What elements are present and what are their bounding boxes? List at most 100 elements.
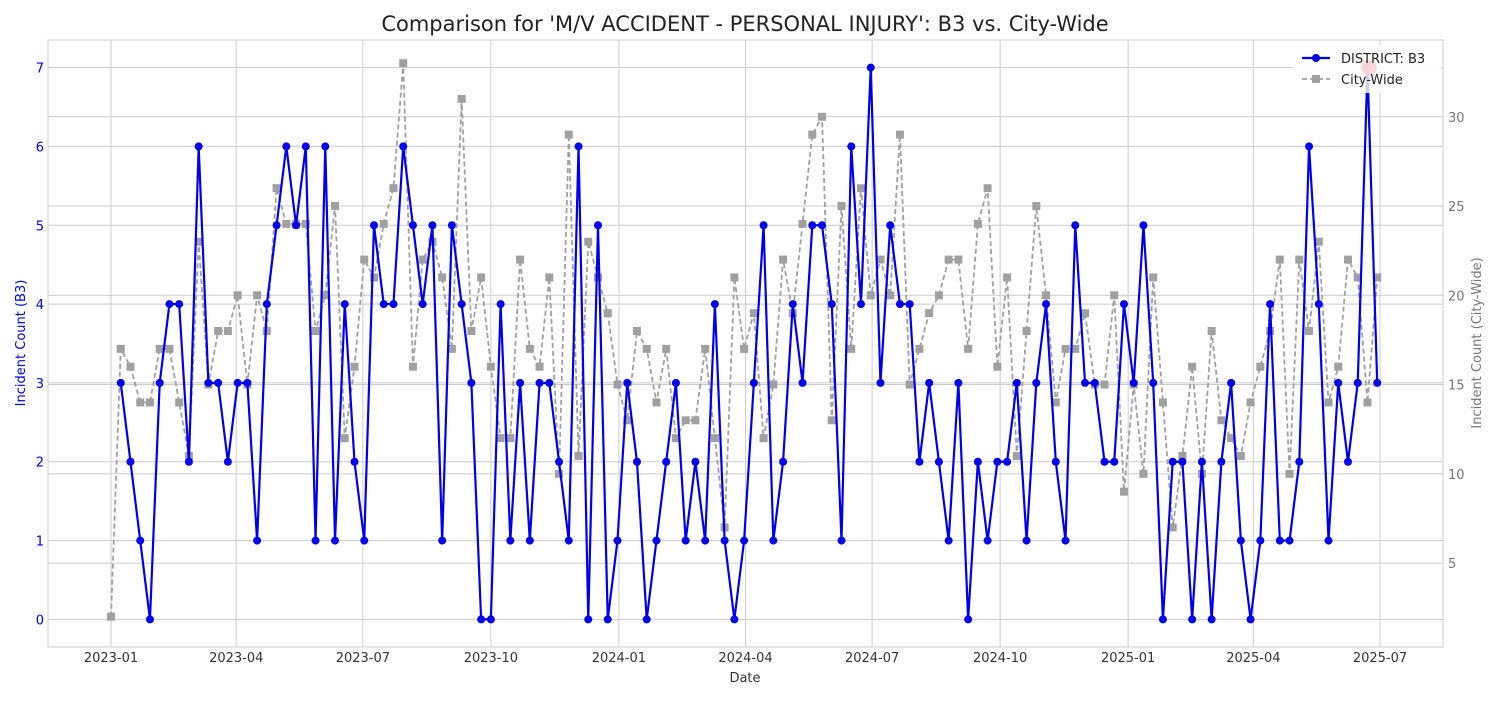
data-point-citywide [408,362,417,371]
data-point-citywide [233,291,242,300]
data-point-citywide [905,380,914,389]
data-point-citywide [1266,327,1275,336]
data-point-district [1081,378,1090,387]
data-point-district [214,378,223,387]
data-point-citywide [379,219,388,228]
data-point-citywide [895,130,904,139]
data-point-citywide [107,612,115,621]
data-point-citywide [155,344,164,353]
x-tick-label: 2023-01 [84,651,138,666]
data-point-citywide [1032,202,1041,211]
data-point-district [1275,536,1284,545]
data-point-citywide [262,327,271,336]
data-point-citywide [594,273,603,282]
data-point-district [1158,615,1167,624]
data-point-citywide [749,309,758,318]
data-point-district [477,615,486,624]
data-point-citywide [506,434,515,443]
data-point-district [360,536,369,545]
data-point-district [1100,457,1109,466]
series-line-district [119,67,1379,621]
data-point-district [1285,536,1294,545]
data-point-citywide [915,344,924,353]
data-point-district [1042,300,1051,309]
data-point-citywide [798,219,807,228]
data-point-citywide [691,416,700,425]
data-point-citywide [1188,362,1197,371]
data-point-citywide [321,291,330,300]
data-point-district [1227,378,1236,387]
data-point-citywide [925,309,934,318]
y-left-tick-label: 3 [36,377,44,392]
data-point-citywide [837,202,846,211]
data-point-citywide [954,255,963,264]
data-point-district [866,63,875,72]
y-left-tick-label: 6 [36,140,44,155]
y-right-tick-label: 20 [1448,289,1465,304]
data-point-citywide [1353,273,1362,282]
data-point-district [1256,536,1265,545]
data-point-district [506,536,515,545]
data-point-district [623,378,632,387]
data-point-district [1178,457,1187,466]
data-point-citywide [253,291,262,300]
data-point-district [1217,457,1226,466]
data-point-citywide [1207,327,1216,336]
data-point-citywide [1334,362,1343,371]
data-point-citywide [1168,523,1177,532]
data-point-citywide [827,416,836,425]
data-point-district [934,457,943,466]
data-point-district [954,378,963,387]
data-point-citywide [1012,451,1021,460]
data-point-citywide [632,327,641,336]
y-left-tick-label: 5 [36,219,44,234]
data-point-citywide [934,291,943,300]
series-layer [107,59,1382,624]
data-point-citywide [418,255,427,264]
data-point-district [749,378,758,387]
x-tick-label: 2024-10 [973,651,1027,666]
data-point-citywide [1110,291,1119,300]
data-point-citywide [613,380,622,389]
data-point-district [1334,378,1343,387]
data-point-citywide [1100,380,1109,389]
data-point-citywide [983,184,992,193]
data-point-district [408,221,417,230]
data-point-citywide [545,273,554,282]
data-point-citywide [1042,291,1051,300]
data-point-district [642,615,651,624]
data-point-citywide [856,184,865,193]
y-left-tick-label: 1 [36,535,44,550]
data-point-district [837,536,846,545]
data-point-citywide [116,344,125,353]
y-left-tick-label: 0 [36,613,44,628]
data-point-citywide [1305,327,1314,336]
data-point-district [1188,615,1197,624]
x-tick-label: 2025-04 [1226,651,1280,666]
data-point-citywide [194,237,203,246]
x-tick-label: 2025-07 [1353,651,1407,666]
data-point-district [311,536,320,545]
data-point-citywide [496,434,505,443]
data-point-citywide [1236,451,1245,460]
y-right-tick-label: 15 [1448,379,1465,394]
y-left-tick-label: 2 [36,456,44,471]
data-point-district [594,221,603,230]
data-point-district [486,615,495,624]
data-point-district [1246,615,1255,624]
data-point-citywide [671,434,680,443]
data-point-citywide [1022,327,1031,336]
data-point-district [145,615,154,624]
data-point-district [428,221,437,230]
data-point-citywide [1295,255,1304,264]
data-point-district [1295,457,1304,466]
data-point-district [418,300,427,309]
data-point-district [574,142,583,151]
x-tick-label: 2023-10 [464,651,518,666]
data-point-district [126,457,135,466]
data-point-district [652,536,661,545]
data-point-district [730,615,739,624]
data-point-district [662,457,671,466]
